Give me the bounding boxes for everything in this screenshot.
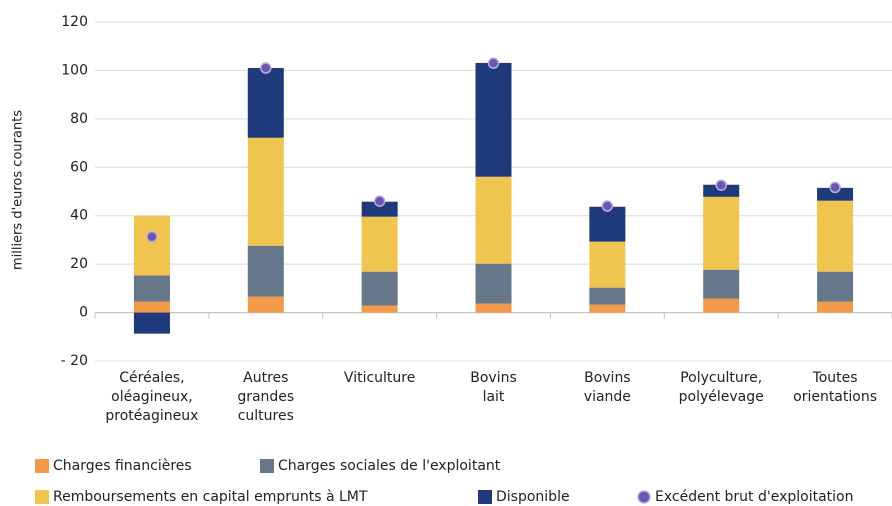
x-tick-label-line: Céréales, xyxy=(119,370,184,386)
bar-segment xyxy=(475,176,512,264)
bar-segment xyxy=(133,301,170,313)
bar-segment xyxy=(133,312,170,334)
bar-segment xyxy=(817,200,854,272)
ebe-marker xyxy=(373,195,386,207)
bar-segment xyxy=(817,271,854,302)
y-tick-label: - 20 xyxy=(61,353,88,369)
x-tick-label: Viticulture xyxy=(344,370,415,386)
legend-swatch xyxy=(478,490,492,504)
ebe-marker xyxy=(829,181,841,194)
x-tick-label-line: lait xyxy=(483,389,505,405)
bar-segment xyxy=(133,215,170,276)
bar-segment xyxy=(589,241,626,288)
bar-segment xyxy=(817,187,854,201)
ebe-marker xyxy=(487,57,500,69)
legend-label: Charges sociales de l'exploitant xyxy=(278,458,501,474)
x-tick-label-line: grandes xyxy=(237,389,294,405)
ebe-marker xyxy=(260,62,272,74)
bar-segment xyxy=(475,303,512,313)
y-tick-label: 20 xyxy=(70,256,88,272)
x-tick-label: Bovins lait xyxy=(470,370,517,405)
bar-segment xyxy=(817,301,854,313)
ebe-marker xyxy=(715,179,727,191)
bar-segment xyxy=(247,68,284,138)
x-tick-label-line: cultures xyxy=(238,408,294,424)
legend-swatch xyxy=(35,490,49,504)
x-tick-label: Céréales, oléagineux, protéagineux xyxy=(105,370,198,424)
x-tick-label-line: viande xyxy=(584,389,631,405)
x-tick-label-line: Viticulture xyxy=(344,370,415,386)
legend-marker xyxy=(637,490,651,504)
x-tick-label-line: polyélevage xyxy=(679,389,764,405)
bar-segment xyxy=(589,304,626,313)
x-tick-label: Autres grandes cultures xyxy=(237,370,294,424)
ebe-marker xyxy=(146,231,158,243)
y-tick-label: 100 xyxy=(61,62,88,78)
y-tick-label: 0 xyxy=(79,305,88,321)
x-tick-label: Polyculture, polyélevage xyxy=(679,370,764,405)
y-tick-label: 60 xyxy=(70,159,88,175)
x-tick-label-line: Bovins xyxy=(584,370,631,386)
legend-swatch xyxy=(260,459,274,473)
ebe-marker xyxy=(601,200,614,212)
bar-segment xyxy=(703,298,740,313)
x-tick-label-line: Autres xyxy=(243,370,288,386)
bar-segment xyxy=(247,245,284,297)
x-tick-label-line: oléagineux, xyxy=(111,389,193,405)
x-tick-label-line: orientations xyxy=(793,389,877,405)
bar-segment xyxy=(247,137,284,246)
bar-segment xyxy=(133,275,170,302)
legend-label: Disponible xyxy=(496,489,570,505)
bar-segment xyxy=(589,287,626,305)
x-tick-label-line: Polyculture, xyxy=(680,370,762,386)
x-tick-label: Bovins viande xyxy=(584,370,631,405)
bar-segment xyxy=(361,216,398,272)
bar-segment xyxy=(361,305,398,313)
bar-segment xyxy=(703,269,740,299)
bar-segment xyxy=(475,62,512,177)
legend-label: Charges financières xyxy=(53,458,192,474)
bar-segment xyxy=(589,206,626,242)
bar-segment xyxy=(247,296,284,313)
bar-segment xyxy=(475,263,512,304)
x-tick-label-line: Toutes xyxy=(812,370,858,386)
y-tick-label: 120 xyxy=(61,14,88,30)
y-tick-label: 80 xyxy=(70,111,88,127)
x-tick-label-line: protéagineux xyxy=(105,408,198,424)
bar-segment xyxy=(361,201,398,217)
x-tick-label: Toutes orientations xyxy=(793,370,877,405)
legend-label: Remboursements en capital emprunts à LMT xyxy=(53,489,368,505)
y-tick-label: 40 xyxy=(70,208,88,224)
y-axis-label: milliers d'euros courants xyxy=(11,110,26,270)
bar-segment xyxy=(361,271,398,306)
legend-label: Excédent brut d'exploitation xyxy=(655,489,853,505)
x-tick-label-line: Bovins xyxy=(470,370,517,386)
legend-swatch xyxy=(35,459,49,473)
bar-segment xyxy=(703,196,740,270)
